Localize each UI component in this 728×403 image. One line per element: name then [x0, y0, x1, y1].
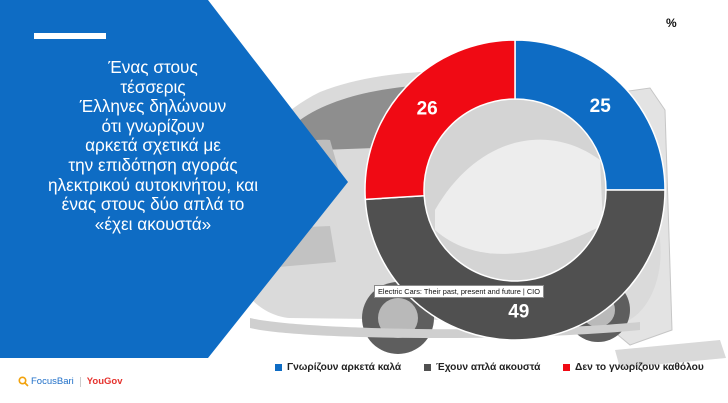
legend-swatch-red: [563, 364, 570, 371]
unit-label: %: [666, 16, 677, 30]
magnifier-icon: [18, 376, 29, 387]
legend-item-blue: Γνωρίζουν αρκετά καλά: [275, 362, 401, 373]
donut-hole-photo-detail: [435, 139, 603, 254]
legend-label-grey: Έχουν απλά ακουστά: [436, 362, 541, 373]
legend-swatch-blue: [275, 364, 282, 371]
legend-label-blue: Γνωρίζουν αρκετά καλά: [287, 362, 402, 373]
focus-logo-text: FocusBari: [31, 376, 74, 387]
headline-text: Ένας στους τέσσερις Έλληνες δηλώνουν ότι…: [47, 57, 259, 234]
logo-separator: [79, 376, 81, 387]
accent-bar: [34, 33, 106, 39]
legend-label-red: Δεν το γνωρίζουν καθόλου: [575, 362, 704, 373]
chart-legend: Γνωρίζουν αρκετά καλά Έχουν απλά ακουστά…: [0, 362, 728, 376]
footer-logos: FocusBari YouGov: [18, 376, 122, 387]
legend-item-grey: Έχουν απλά ακουστά: [424, 362, 540, 373]
legend-swatch-grey: [424, 364, 431, 371]
image-source-tooltip: Electric Cars: Their past, present and f…: [374, 285, 544, 298]
donut-value-label-0: 25: [590, 96, 612, 117]
donut-value-label-1: 49: [508, 301, 529, 322]
legend-item-red: Δεν το γνωρίζουν καθόλου: [563, 362, 704, 373]
donut-slice-0: [514, 39, 666, 191]
donut-value-label-2: 26: [417, 99, 438, 120]
donut-slice-1: [364, 189, 666, 341]
yougov-logo: YouGov: [86, 376, 123, 387]
focus-logo: FocusBari: [18, 376, 74, 387]
donut-slice-2: [364, 39, 516, 201]
